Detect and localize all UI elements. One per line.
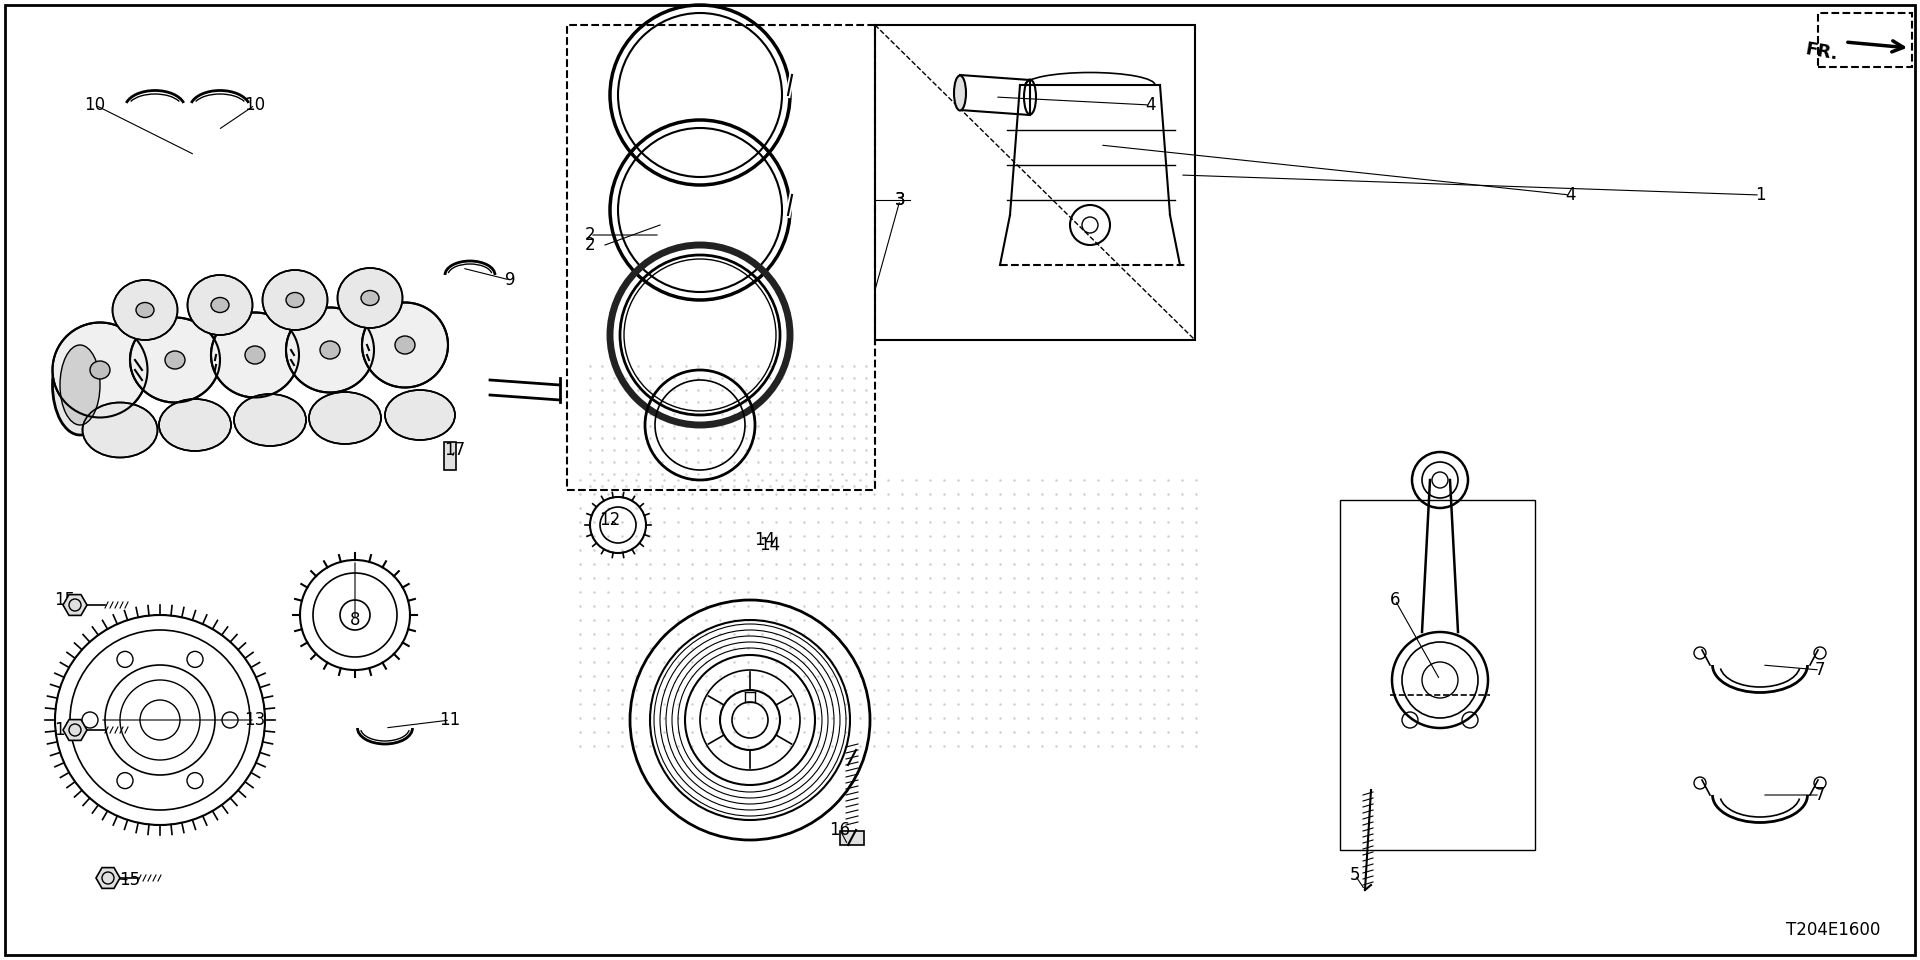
Text: 7: 7 — [1814, 786, 1826, 804]
Ellipse shape — [363, 302, 447, 388]
Polygon shape — [63, 594, 86, 615]
Ellipse shape — [113, 280, 177, 340]
Text: 9: 9 — [505, 271, 515, 289]
Text: 11: 11 — [440, 711, 461, 729]
Text: 14: 14 — [760, 536, 781, 554]
Ellipse shape — [52, 335, 108, 435]
Ellipse shape — [309, 392, 380, 444]
Ellipse shape — [396, 336, 415, 354]
Text: 17: 17 — [444, 441, 465, 459]
Ellipse shape — [136, 302, 154, 318]
Text: 3: 3 — [895, 191, 906, 209]
Bar — [841, 831, 864, 845]
Text: T204E1600: T204E1600 — [1786, 921, 1880, 939]
Text: 15: 15 — [119, 871, 140, 889]
Bar — [1340, 500, 1534, 850]
Text: 8: 8 — [349, 611, 361, 629]
Ellipse shape — [286, 307, 374, 393]
FancyBboxPatch shape — [444, 442, 457, 470]
Ellipse shape — [165, 351, 184, 369]
Text: 2: 2 — [586, 226, 595, 244]
Ellipse shape — [321, 341, 340, 359]
Ellipse shape — [159, 399, 230, 451]
Text: 13: 13 — [244, 711, 265, 729]
Text: 6: 6 — [1390, 591, 1400, 609]
Ellipse shape — [954, 76, 966, 110]
Text: 4: 4 — [1565, 186, 1574, 204]
Ellipse shape — [263, 270, 328, 330]
Text: 15: 15 — [54, 721, 75, 739]
Bar — [876, 25, 1194, 340]
Text: 10: 10 — [244, 96, 265, 114]
Ellipse shape — [361, 291, 378, 305]
Ellipse shape — [60, 345, 100, 425]
Text: 7: 7 — [1814, 661, 1826, 679]
Text: 16: 16 — [829, 821, 851, 839]
Ellipse shape — [234, 394, 305, 446]
Polygon shape — [96, 868, 119, 888]
Text: 10: 10 — [84, 96, 106, 114]
Ellipse shape — [52, 323, 148, 418]
Text: 2: 2 — [586, 236, 595, 254]
Text: 15: 15 — [54, 591, 75, 609]
Ellipse shape — [246, 346, 265, 364]
Ellipse shape — [90, 361, 109, 379]
Polygon shape — [63, 720, 86, 740]
Ellipse shape — [211, 298, 228, 313]
Text: FR.: FR. — [1805, 40, 1839, 63]
Text: 5: 5 — [1350, 866, 1359, 884]
Text: 3: 3 — [895, 191, 906, 209]
Ellipse shape — [131, 318, 221, 402]
Ellipse shape — [188, 275, 253, 335]
Bar — [566, 25, 876, 490]
Ellipse shape — [83, 402, 157, 458]
Ellipse shape — [338, 268, 403, 328]
Text: 4: 4 — [1144, 96, 1156, 114]
Ellipse shape — [286, 293, 303, 307]
Text: 12: 12 — [599, 511, 620, 529]
Ellipse shape — [386, 390, 455, 440]
Ellipse shape — [211, 313, 300, 397]
Text: 14: 14 — [755, 531, 776, 549]
Text: 1: 1 — [1755, 186, 1764, 204]
